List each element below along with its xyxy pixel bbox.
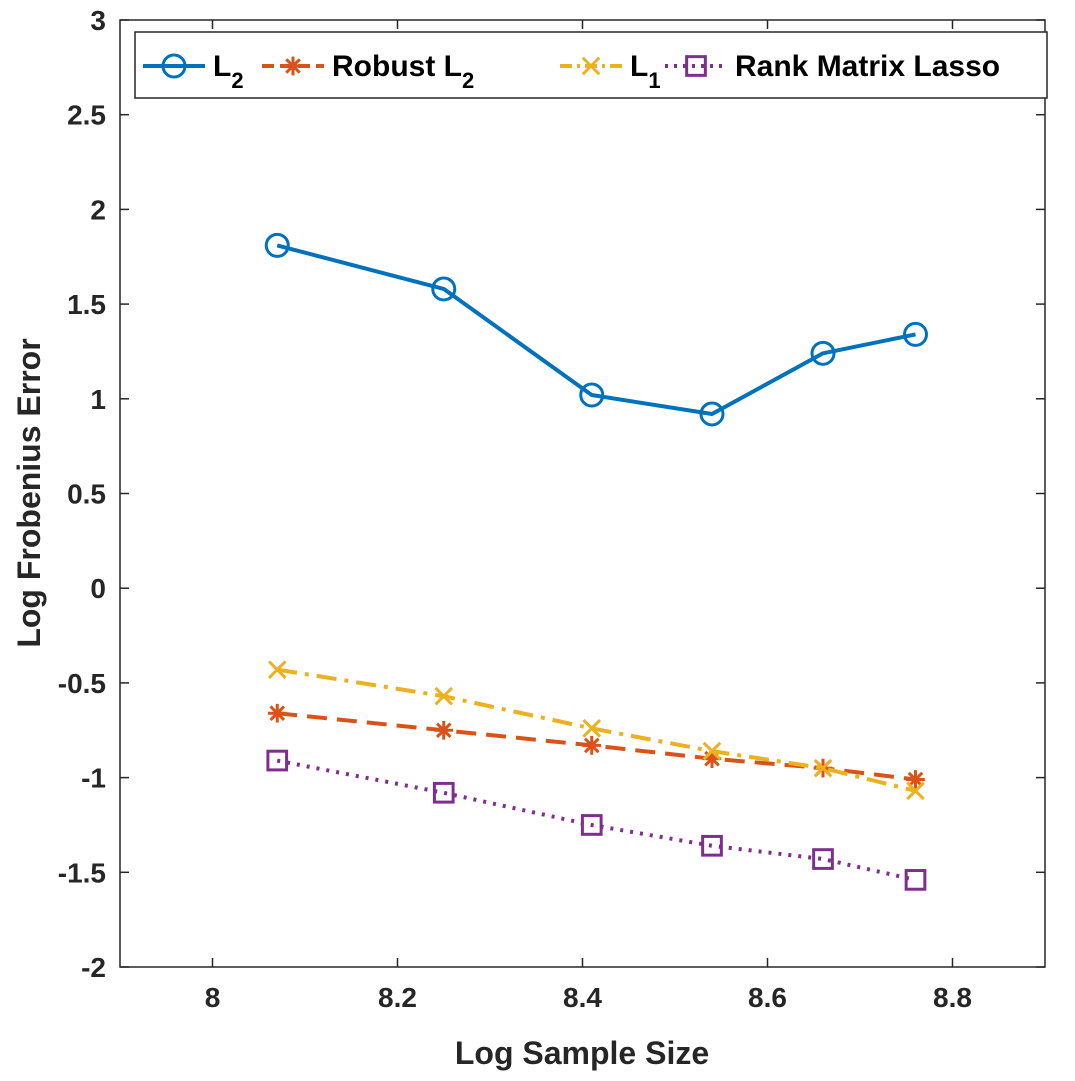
x-tick-label: 8.4 [563, 982, 602, 1013]
series-3-line [276, 667, 916, 793]
y-tick-label: -1.5 [58, 857, 106, 888]
series-1-point-1 [264, 232, 290, 258]
legend-entry-2: Robust L2 [262, 50, 474, 93]
series-4-point-4 [701, 834, 723, 857]
legend-label: Rank Matrix Lasso [735, 50, 1000, 83]
x-axis-label: Log Sample Size [455, 1035, 709, 1071]
x-tick-label: 8.2 [378, 982, 417, 1013]
y-tick-label: 1 [90, 384, 106, 415]
legend: L2 Robust L2 L1 Rank Matrix Lasso [134, 31, 1048, 99]
legend-swatch-marker [581, 56, 601, 76]
series-3-point-1 [267, 660, 287, 679]
legend-label: L1 [630, 50, 661, 93]
series-3-point-6 [906, 781, 925, 801]
series-1-line [276, 243, 916, 416]
series-1-point-2 [431, 276, 457, 302]
series-2-point-1 [267, 703, 287, 723]
series-4-point-3 [580, 814, 603, 836]
series-4-point-1 [266, 749, 289, 772]
series-2-point-3 [582, 736, 602, 755]
series-3-point-4 [702, 741, 722, 761]
y-tick-label: 2 [90, 194, 106, 225]
x-tick-label: 8 [205, 982, 221, 1013]
legend-label-main: Robust L [332, 50, 462, 83]
legend-label-main: L [630, 50, 648, 83]
series-1-point-5 [810, 340, 836, 366]
series-layer [264, 232, 928, 891]
y-tick-label: -2 [81, 952, 106, 983]
legend-label-subscript: 2 [462, 68, 474, 93]
y-tick-label: 0.5 [67, 479, 106, 510]
series-1-point-3 [579, 382, 605, 408]
series-2 [267, 703, 925, 789]
series-3-point-2 [434, 686, 454, 706]
y-tick-label: -0.5 [58, 668, 106, 699]
series-4-point-2 [432, 781, 455, 804]
series-3 [267, 660, 925, 801]
series-4-point-5 [812, 848, 834, 870]
y-tick-label: 3 [90, 5, 106, 36]
x-tick-label: 8.8 [933, 982, 972, 1013]
series-4 [266, 749, 927, 891]
legend-label-subscript: 2 [231, 68, 243, 93]
series-2-point-4 [702, 749, 722, 769]
legend-label-subscript: 1 [648, 68, 660, 93]
ticks-layer: 8 8.2 8.4 8.6 8.8 -2 -1.5 -1 -0.5 0 0.5 1 1.5 2 2.5 3 [58, 5, 1045, 1013]
series-2-point-6 [906, 770, 925, 789]
y-tick-label: 1.5 [67, 289, 106, 320]
series-3-point-5 [813, 758, 833, 778]
series-2-line [276, 711, 916, 782]
series-1-point-4 [699, 401, 725, 427]
legend-label-main: L [213, 50, 231, 83]
series-1-point-6 [903, 321, 928, 347]
series-4-point-6 [904, 869, 927, 891]
legend-swatch-marker [283, 56, 303, 76]
legend-swatch-marker [161, 53, 187, 79]
x-tick-label: 8.6 [748, 982, 787, 1013]
series-4-line [276, 758, 916, 882]
legend-entry-1: L2 [143, 50, 244, 93]
legend-entry-3: L1 [560, 50, 661, 93]
legend-entry-4: Rank Matrix Lasso [665, 50, 1000, 83]
y-tick-label: 2.5 [67, 100, 106, 131]
y-tick-label: 0 [90, 573, 106, 604]
legend-swatch-marker [685, 55, 707, 77]
series-1 [264, 232, 928, 427]
series-3-point-3 [582, 719, 602, 738]
legend-label: L2 [213, 50, 244, 93]
y-tick-label: -1 [81, 763, 106, 794]
legend-label: Robust L2 [332, 50, 474, 93]
y-axis-label: Log Frobenius Error [11, 338, 47, 647]
series-2-point-2 [434, 720, 454, 740]
legend-label-main: Rank Matrix Lasso [735, 50, 1000, 83]
